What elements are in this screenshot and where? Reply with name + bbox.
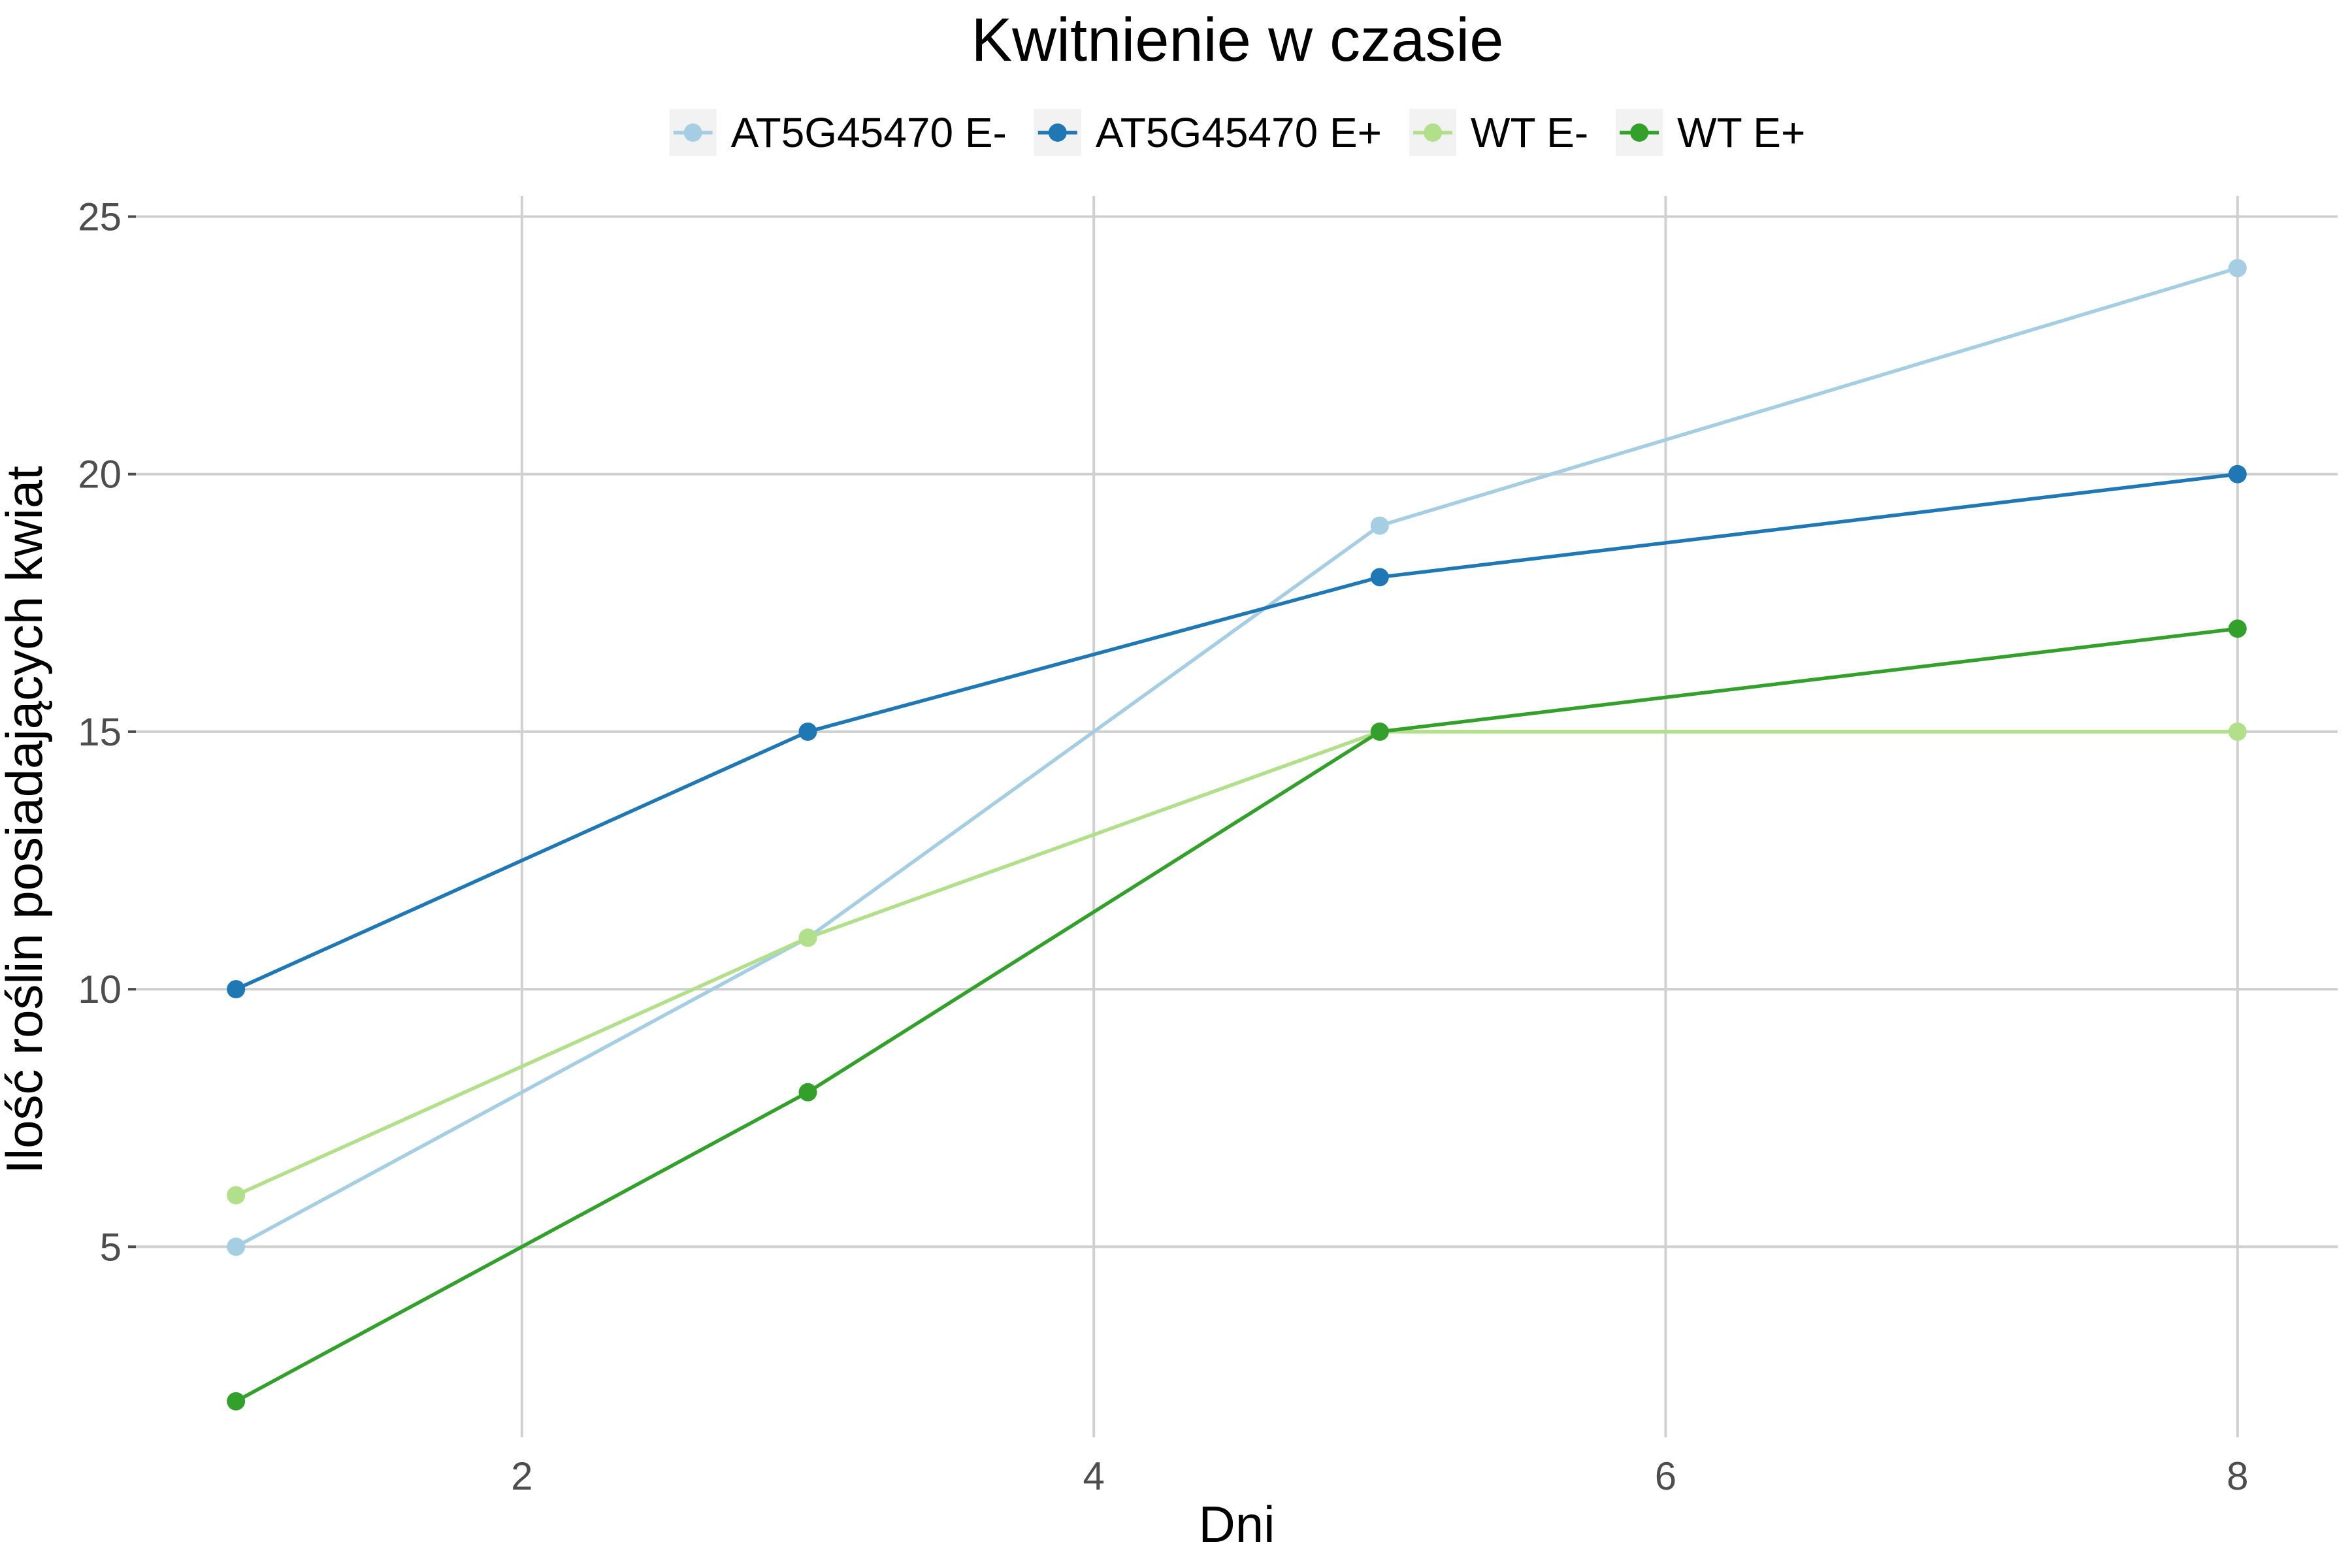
data-point xyxy=(2228,259,2247,278)
series-line xyxy=(235,730,2238,1197)
legend-key-point xyxy=(1424,123,1443,142)
x-tick-label: 4 xyxy=(1083,1454,1104,1498)
legend-label: WT E- xyxy=(1471,109,1588,156)
legend-key-point xyxy=(1630,123,1649,142)
data-point xyxy=(227,1392,246,1411)
legend-item: WT E- xyxy=(1409,109,1588,156)
x-axis: 2 4 6 8 xyxy=(511,1454,2248,1498)
y-axis: 5 10 15 20 25 xyxy=(78,195,136,1269)
y-axis-title: Ilość roślin posiadających kwiat xyxy=(0,466,53,1174)
data-point xyxy=(2228,465,2247,483)
x-tick-label: 6 xyxy=(1655,1454,1676,1498)
legend-label: AT5G45470 E+ xyxy=(1096,109,1382,156)
data-point xyxy=(1370,516,1389,535)
data-point xyxy=(227,1237,246,1256)
data-point xyxy=(1370,568,1389,587)
legend: AT5G45470 E- AT5G45470 E+ WT E- WT E+ xyxy=(669,109,1805,156)
data-point xyxy=(798,722,817,741)
series-layer xyxy=(227,259,2247,1411)
series-line xyxy=(235,266,2238,1249)
legend-item: AT5G45470 E+ xyxy=(1034,109,1382,156)
data-point xyxy=(798,928,817,947)
series-2 xyxy=(227,722,2247,1205)
series-1 xyxy=(227,465,2247,999)
y-tick-label: 5 xyxy=(100,1225,122,1269)
x-tick-label: 8 xyxy=(2227,1454,2248,1498)
y-tick-label: 20 xyxy=(78,453,122,497)
legend-key-point xyxy=(683,123,702,142)
y-tick-label: 10 xyxy=(78,968,122,1011)
x-axis-title: Dni xyxy=(1198,1495,1275,1553)
data-point xyxy=(227,1186,246,1205)
legend-item: AT5G45470 E- xyxy=(669,109,1007,156)
series-3 xyxy=(227,619,2247,1411)
legend-label: AT5G45470 E- xyxy=(731,109,1007,156)
x-tick-label: 2 xyxy=(511,1454,532,1498)
y-tick-label: 25 xyxy=(78,195,122,239)
series-line xyxy=(235,472,2238,991)
legend-key-point xyxy=(1048,123,1067,142)
data-point xyxy=(2228,722,2247,741)
legend-item: WT E+ xyxy=(1616,109,1805,156)
data-point xyxy=(1370,722,1389,741)
data-point xyxy=(798,1083,817,1102)
y-tick-label: 15 xyxy=(78,710,122,754)
data-point xyxy=(227,980,246,999)
series-line xyxy=(235,627,2238,1403)
series-0 xyxy=(227,259,2247,1256)
data-point xyxy=(2228,619,2247,638)
legend-label: WT E+ xyxy=(1677,109,1805,156)
chart-title: Kwitnienie w czasie xyxy=(971,5,1503,74)
plot-grid xyxy=(136,196,2338,1437)
